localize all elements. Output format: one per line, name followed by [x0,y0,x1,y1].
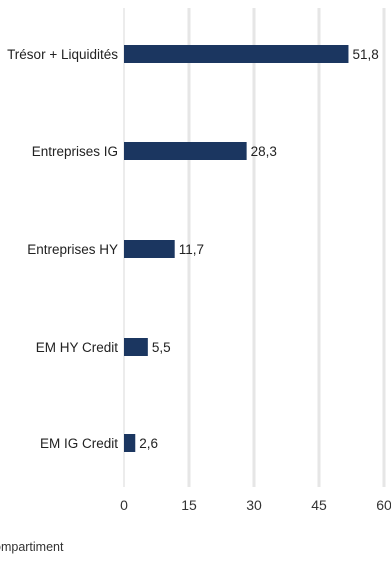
category-label: Entreprises HY [27,242,118,257]
footer-note: ompartiment [0,540,64,554]
value-label: 11,7 [179,242,204,257]
category-label: Trésor + Liquidités [7,47,118,62]
x-tick-label: 15 [181,497,197,513]
value-label: 2,6 [139,436,158,451]
value-labels: 51,8 28,3 11,7 5,5 2,6 [139,47,378,451]
bar [124,45,349,63]
x-tick-label: 60 [376,497,391,513]
x-tick-label: 0 [120,497,128,513]
value-label: 51,8 [352,47,378,62]
bar [124,142,247,160]
category-label: Entreprises IG [32,144,118,159]
bar [124,434,136,452]
x-tick-label: 30 [246,497,262,513]
bar [124,240,175,258]
category-labels: Trésor + Liquidités Entreprises IG Entrepr… [7,47,118,451]
value-label: 5,5 [152,340,171,355]
x-tick-label: 45 [311,497,327,513]
value-label: 28,3 [251,144,277,159]
x-axis-ticks: 0 15 30 45 60 [120,497,391,513]
bars [124,45,349,452]
category-label: EM HY Credit [36,340,119,355]
category-label: EM IG Credit [40,436,118,451]
bar [124,338,148,356]
